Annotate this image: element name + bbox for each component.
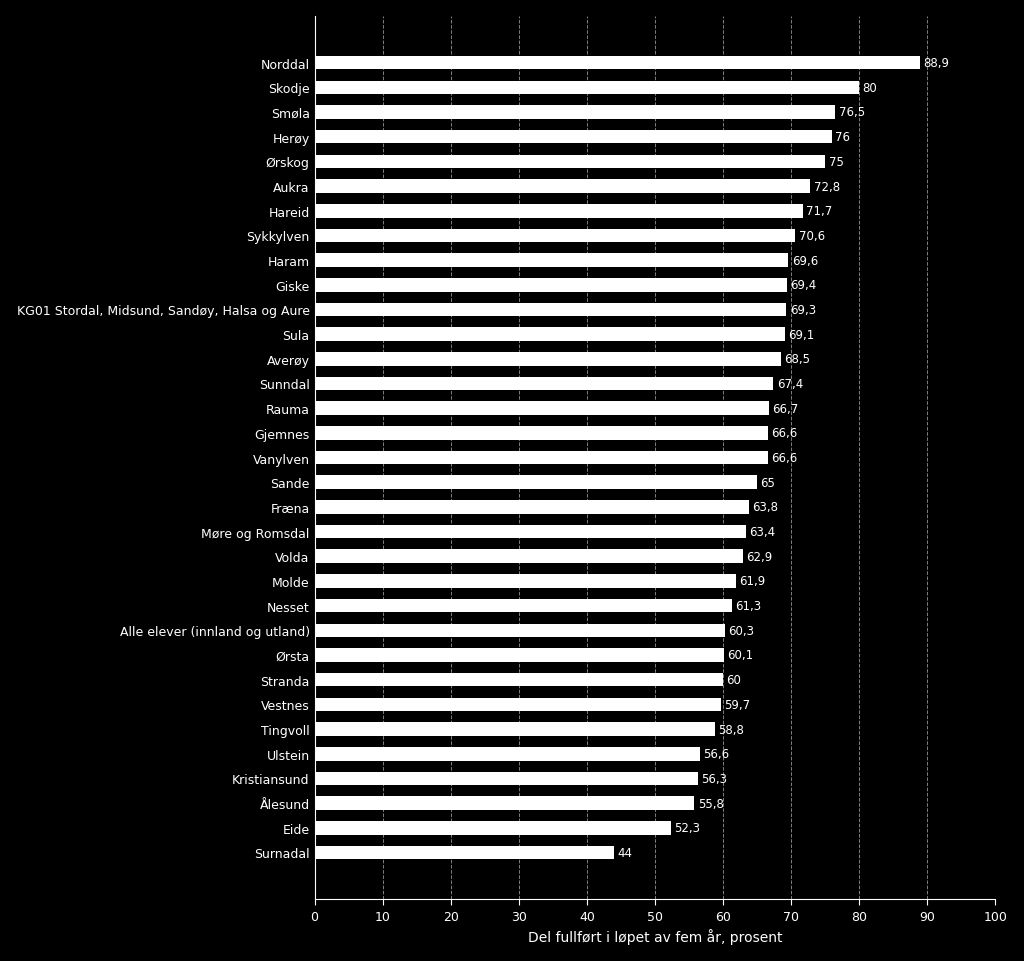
Bar (314, 575, 736, 588)
Bar (314, 674, 723, 687)
Text: 63,8: 63,8 (753, 501, 778, 514)
Bar (314, 624, 725, 637)
Text: 60: 60 (726, 674, 741, 686)
Bar (314, 427, 768, 440)
Bar (314, 378, 773, 391)
Bar (314, 600, 732, 613)
Bar (314, 106, 836, 120)
Bar (314, 131, 831, 144)
Text: 61,3: 61,3 (735, 600, 762, 612)
Text: 62,9: 62,9 (746, 551, 772, 563)
Bar (314, 180, 810, 193)
Text: 44: 44 (617, 846, 633, 859)
Text: 70,6: 70,6 (799, 230, 824, 242)
Text: 66,6: 66,6 (771, 452, 798, 464)
Text: 67,4: 67,4 (777, 378, 803, 390)
Text: 80: 80 (862, 82, 878, 95)
Text: 76,5: 76,5 (839, 107, 865, 119)
Text: 66,6: 66,6 (771, 427, 798, 440)
Text: 68,5: 68,5 (784, 353, 810, 366)
Text: 66,7: 66,7 (772, 403, 799, 415)
Bar (314, 328, 785, 341)
Bar (314, 550, 742, 563)
Bar (314, 846, 614, 859)
Text: 75: 75 (828, 156, 844, 169)
Bar (314, 772, 698, 785)
Bar (314, 57, 920, 70)
Bar (314, 156, 825, 169)
Text: 60,3: 60,3 (728, 624, 755, 637)
Bar (314, 230, 796, 243)
Bar (314, 402, 769, 415)
X-axis label: Del fullført i løpet av fem år, prosent: Del fullført i løpet av fem år, prosent (527, 928, 782, 945)
Text: 72,8: 72,8 (814, 181, 840, 193)
Bar (314, 723, 715, 736)
Bar (314, 353, 781, 366)
Text: 65: 65 (761, 477, 775, 489)
Bar (314, 797, 694, 810)
Text: 69,4: 69,4 (791, 279, 817, 292)
Text: 56,3: 56,3 (701, 772, 727, 785)
Bar (314, 304, 786, 317)
Bar (314, 254, 788, 267)
Text: 56,6: 56,6 (703, 748, 729, 760)
Bar (314, 279, 787, 292)
Bar (314, 747, 699, 761)
Bar (314, 452, 768, 465)
Text: 59,7: 59,7 (724, 698, 751, 711)
Bar (314, 821, 671, 835)
Text: 76: 76 (836, 131, 850, 144)
Text: 52,3: 52,3 (674, 822, 700, 834)
Text: 69,6: 69,6 (792, 255, 818, 267)
Bar (314, 501, 749, 514)
Bar (314, 698, 721, 711)
Text: 69,3: 69,3 (790, 304, 816, 316)
Text: 88,9: 88,9 (924, 57, 949, 70)
Text: 63,4: 63,4 (750, 526, 776, 538)
Bar (314, 526, 746, 539)
Text: 71,7: 71,7 (806, 205, 833, 218)
Bar (314, 205, 803, 218)
Text: 69,1: 69,1 (788, 329, 815, 341)
Text: 58,8: 58,8 (718, 723, 744, 736)
Text: 60,1: 60,1 (727, 649, 754, 662)
Text: 61,9: 61,9 (739, 575, 766, 588)
Bar (314, 476, 757, 489)
Bar (314, 82, 859, 95)
Bar (314, 649, 724, 662)
Text: 55,8: 55,8 (698, 797, 724, 810)
